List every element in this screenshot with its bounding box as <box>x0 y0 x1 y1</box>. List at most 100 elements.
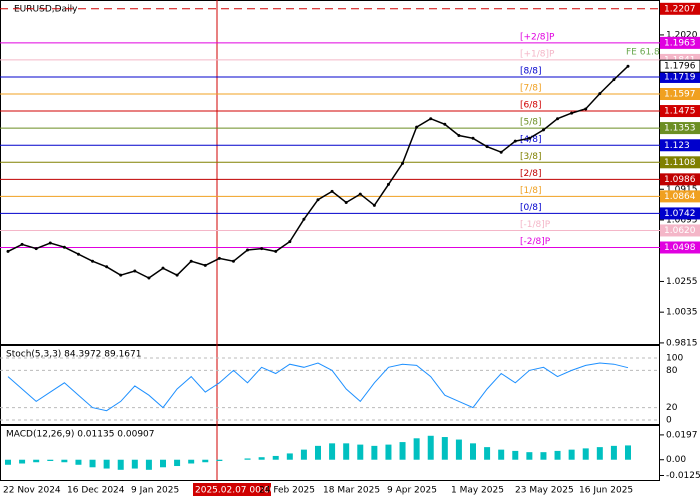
macd-bar <box>160 459 166 468</box>
macd-bar <box>145 459 152 470</box>
macd-bar <box>47 459 54 461</box>
macd-bar <box>33 459 40 463</box>
level-box <box>660 224 700 237</box>
price-point <box>175 273 179 277</box>
macd-title: MACD(12,26,9) 0.01135 0.00907 <box>6 430 155 440</box>
price-point <box>358 192 362 196</box>
macd-bar <box>554 450 561 460</box>
macd-bar <box>272 455 279 460</box>
level-value: 1.0864 <box>664 192 696 202</box>
price-point <box>105 265 109 269</box>
y-tick-label: 0.9815 <box>666 338 698 348</box>
level-box <box>660 122 700 135</box>
y-tick-label: 1.0695 <box>666 215 698 225</box>
level-value: 1.1353 <box>664 124 696 134</box>
cursor-date-box <box>193 483 271 496</box>
macd-bar <box>512 450 519 460</box>
x-tick-label: 23 May 2025 <box>515 486 574 496</box>
current-price-label: 1.1796 <box>664 62 696 72</box>
macd-bar <box>300 449 307 460</box>
stoch-tick-label: 80 <box>666 366 678 376</box>
stoch-title: Stoch(5,3,3) 84.3972 89.1671 <box>6 350 141 360</box>
price-point <box>189 259 193 263</box>
price-point <box>203 263 207 267</box>
price-point <box>626 64 630 68</box>
level-value: 1.0498 <box>664 243 696 253</box>
level-box <box>660 70 700 83</box>
price-point <box>499 150 503 154</box>
x-tick-label: 9 Apr 2025 <box>387 486 437 496</box>
macd-bar <box>625 445 631 460</box>
macd-bar <box>117 459 124 470</box>
resistance-box <box>660 2 700 15</box>
price-point <box>34 247 38 251</box>
level-value: 1.0742 <box>664 209 696 219</box>
macd-bar <box>385 444 392 460</box>
stoch-tick-label: 100 <box>666 354 683 364</box>
main-panel <box>0 0 660 345</box>
x-tick-label: 1 May 2025 <box>451 486 504 496</box>
price-point <box>429 117 433 121</box>
price-point <box>443 122 447 126</box>
price-point <box>415 125 419 129</box>
macd-tick-label: -0.01251 <box>666 471 700 481</box>
price-point <box>119 273 123 277</box>
level-box <box>660 36 700 49</box>
price-point <box>316 198 320 202</box>
macd-bar <box>399 442 406 460</box>
x-tick-label: 18 Mar 2025 <box>323 486 380 496</box>
macd-bar <box>455 439 462 460</box>
x-tick-label: 9 Jan 2025 <box>131 486 179 496</box>
stoch-tick-label: 20 <box>666 403 678 413</box>
macd-bar <box>343 443 350 460</box>
level-name: [4/8] <box>520 135 542 145</box>
macd-bar <box>188 459 195 464</box>
level-box <box>660 156 700 169</box>
macd-bar <box>526 452 533 460</box>
macd-tick-label: 0.0197 <box>666 430 698 440</box>
price-point <box>485 145 489 149</box>
macd-bar <box>216 459 223 461</box>
macd-bar <box>484 447 491 460</box>
macd-bar <box>470 443 476 460</box>
y-tick-label: 1.0255 <box>666 277 698 287</box>
stoch-panel <box>0 345 660 425</box>
level-name: [7/8] <box>520 84 542 94</box>
price-point <box>386 182 390 186</box>
x-tick-label: 2025.02.07 00:00 <box>195 486 276 496</box>
level-value: 1.0986 <box>664 175 696 185</box>
x-tick-label: 16 Dec 2024 <box>67 486 125 496</box>
macd-bar <box>441 437 448 460</box>
price-point <box>330 189 334 193</box>
macd-bar <box>413 438 420 460</box>
price-point <box>147 276 151 280</box>
price-point <box>556 117 560 121</box>
price-point <box>217 256 221 260</box>
level-name: [+2/8]P <box>520 32 555 42</box>
price-point <box>527 136 531 140</box>
level-value: 1.1108 <box>664 158 696 168</box>
price-point <box>598 92 602 96</box>
price-point <box>471 136 475 140</box>
price-point <box>541 128 545 132</box>
macd-bar <box>427 435 434 460</box>
price-point <box>48 241 52 245</box>
y-tick-label: 1.2020 <box>666 30 698 40</box>
macd-panel <box>0 425 660 481</box>
macd-bar <box>131 459 138 469</box>
price-point <box>260 247 264 251</box>
level-box <box>660 207 700 220</box>
macd-bar <box>19 459 26 464</box>
level-name: [6/8] <box>520 101 542 111</box>
macd-bar <box>244 458 251 460</box>
macd-bar <box>174 459 181 467</box>
price-point <box>20 242 24 246</box>
macd-bar <box>498 449 505 460</box>
price-point <box>570 111 574 115</box>
macd-bar <box>315 445 321 460</box>
level-box <box>660 190 700 203</box>
stoch-tick-label: 0 <box>666 416 672 426</box>
level-box <box>660 173 700 186</box>
level-name: [3/8] <box>520 152 542 162</box>
